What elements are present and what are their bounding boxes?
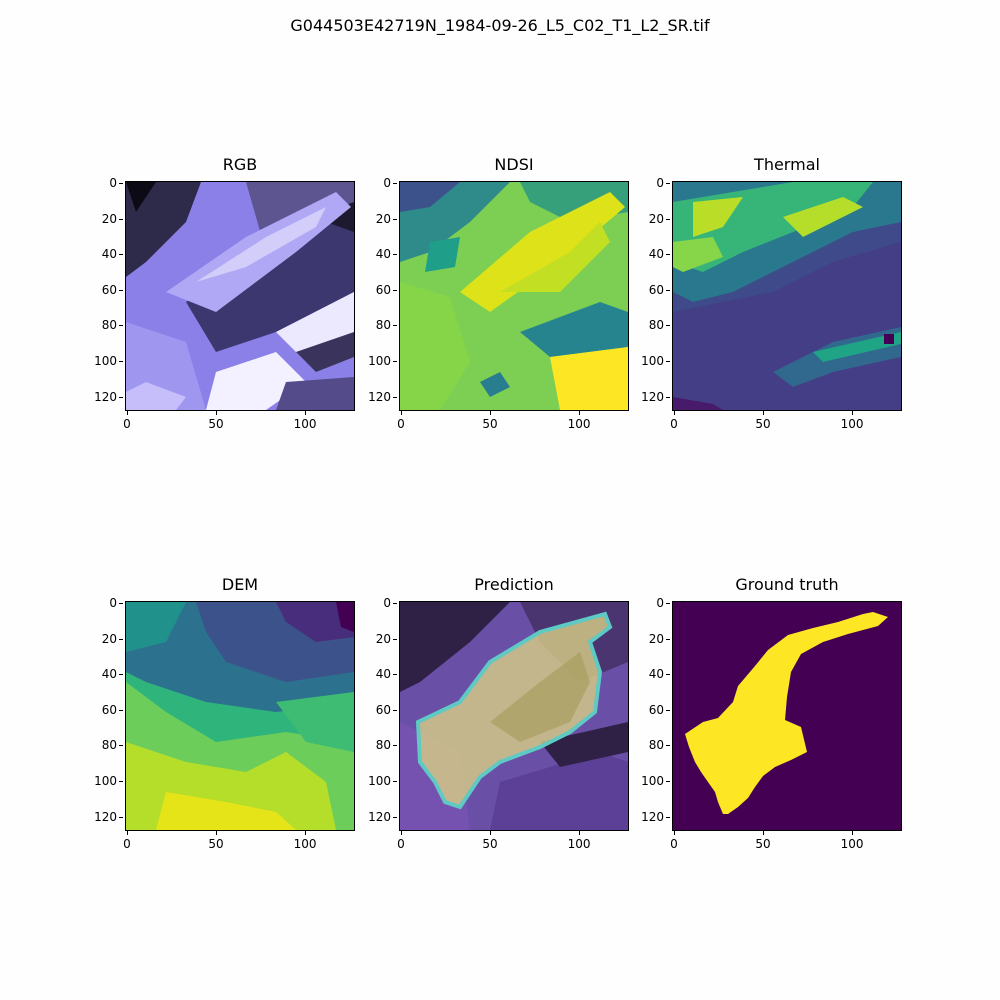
panel-title-ground-truth: Ground truth bbox=[735, 575, 839, 594]
y-tick-label: 0 bbox=[77, 176, 123, 190]
panel-title-dem: DEM bbox=[221, 575, 259, 594]
y-tick-label: 80 bbox=[624, 318, 670, 332]
x-tick-label: 100 bbox=[285, 831, 325, 851]
y-tick-label: 100 bbox=[351, 774, 397, 788]
y-tick-label: 120 bbox=[351, 810, 397, 824]
y-tick-label: 0 bbox=[77, 596, 123, 610]
panel-title-ndsi: NDSI bbox=[494, 155, 534, 174]
y-tick-label: 0 bbox=[351, 596, 397, 610]
ground-truth-mask bbox=[685, 612, 888, 814]
panel-title-rgb: RGB bbox=[222, 155, 258, 174]
panel-dem: DEM 0 20 40 60 80 100 120 0 50 100 bbox=[94, 575, 355, 851]
y-tick-label: 20 bbox=[351, 212, 397, 226]
x-tick-label: 50 bbox=[470, 831, 510, 851]
y-tick-label: 60 bbox=[351, 283, 397, 297]
y-tick-label: 120 bbox=[77, 810, 123, 824]
y-tick-label: 60 bbox=[624, 703, 670, 717]
y-tick-label: 0 bbox=[351, 176, 397, 190]
panel-thermal: Thermal 0 20 40 60 80 100 120 0 50 100 bbox=[641, 155, 902, 431]
y-tick-label: 40 bbox=[624, 667, 670, 681]
y-tick-label: 20 bbox=[624, 212, 670, 226]
x-tick-label: 0 bbox=[107, 831, 147, 851]
y-tick-label: 20 bbox=[351, 632, 397, 646]
y-tick-label: 40 bbox=[77, 247, 123, 261]
x-tick-label: 0 bbox=[381, 411, 421, 431]
y-tick-label: 120 bbox=[351, 390, 397, 404]
y-tick-label: 40 bbox=[77, 667, 123, 681]
panel-ndsi: NDSI 0 20 40 60 80 100 120 0 50 100 bbox=[368, 155, 629, 431]
x-tick-label: 100 bbox=[832, 411, 872, 431]
figure-title: G044503E42719N_1984-09-26_L5_C02_T1_L2_S… bbox=[290, 16, 710, 35]
prediction-image bbox=[399, 601, 629, 831]
y-tick-label: 0 bbox=[624, 596, 670, 610]
y-tick-label: 100 bbox=[77, 354, 123, 368]
x-tick-label: 50 bbox=[743, 411, 783, 431]
y-tick-label: 40 bbox=[351, 247, 397, 261]
x-tick-label: 100 bbox=[559, 411, 599, 431]
y-tick-label: 60 bbox=[351, 703, 397, 717]
y-tick-label: 100 bbox=[624, 354, 670, 368]
y-tick-label: 60 bbox=[77, 703, 123, 717]
y-tick-label: 80 bbox=[77, 738, 123, 752]
x-tick-label: 50 bbox=[470, 411, 510, 431]
y-tick-label: 80 bbox=[351, 318, 397, 332]
x-tick-label: 50 bbox=[196, 831, 236, 851]
rgb-image bbox=[125, 181, 355, 411]
y-tick-label: 120 bbox=[77, 390, 123, 404]
y-tick-label: 0 bbox=[624, 176, 670, 190]
x-tick-label: 100 bbox=[285, 411, 325, 431]
y-tick-label: 120 bbox=[624, 390, 670, 404]
y-tick-label: 120 bbox=[624, 810, 670, 824]
y-tick-label: 100 bbox=[351, 354, 397, 368]
panel-prediction: Prediction 0 20 40 60 80 100 120 0 50 100 bbox=[368, 575, 629, 851]
y-tick-label: 100 bbox=[77, 774, 123, 788]
y-tick-label: 20 bbox=[77, 632, 123, 646]
y-tick-label: 80 bbox=[77, 318, 123, 332]
x-tick-label: 0 bbox=[654, 831, 694, 851]
x-tick-label: 50 bbox=[196, 411, 236, 431]
x-tick-label: 0 bbox=[654, 411, 694, 431]
y-tick-label: 20 bbox=[77, 212, 123, 226]
panel-rgb: RGB 0 20 40 60 80 100 120 0 50 100 bbox=[94, 155, 355, 431]
y-tick-label: 80 bbox=[351, 738, 397, 752]
y-tick-label: 40 bbox=[351, 667, 397, 681]
x-tick-label: 0 bbox=[107, 411, 147, 431]
panel-ground-truth: Ground truth 0 20 40 60 80 100 120 0 50 100 bbox=[641, 575, 902, 851]
ndsi-image bbox=[399, 181, 629, 411]
x-tick-label: 50 bbox=[743, 831, 783, 851]
x-tick-label: 100 bbox=[559, 831, 599, 851]
panel-title-prediction: Prediction bbox=[474, 575, 554, 594]
y-tick-label: 40 bbox=[624, 247, 670, 261]
x-tick-label: 100 bbox=[832, 831, 872, 851]
y-tick-label: 60 bbox=[624, 283, 670, 297]
x-tick-label: 0 bbox=[381, 831, 421, 851]
thermal-image bbox=[672, 181, 902, 411]
panel-title-thermal: Thermal bbox=[754, 155, 820, 174]
y-tick-label: 20 bbox=[624, 632, 670, 646]
y-tick-label: 60 bbox=[77, 283, 123, 297]
dem-image bbox=[125, 601, 355, 831]
ground-truth-image bbox=[672, 601, 902, 831]
y-tick-label: 100 bbox=[624, 774, 670, 788]
y-tick-label: 80 bbox=[624, 738, 670, 752]
